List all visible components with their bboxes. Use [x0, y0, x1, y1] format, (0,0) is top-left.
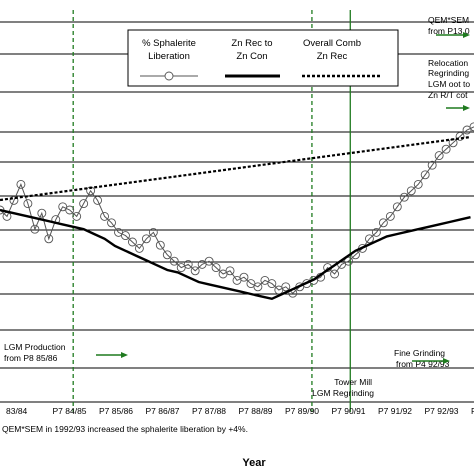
data-point	[420, 170, 430, 180]
annotation-text: LGM Regrinding	[312, 388, 374, 398]
data-point	[225, 266, 235, 276]
data-point	[281, 282, 291, 292]
data-point	[107, 218, 116, 228]
data-point	[155, 240, 165, 250]
annotation-text: Fine Grinding	[394, 348, 445, 358]
series-line-overall-comb-zn-rec	[0, 135, 471, 202]
data-point	[79, 199, 89, 209]
data-point	[253, 282, 263, 292]
annotation-text: LGM oot to	[428, 79, 470, 89]
data-point	[190, 266, 200, 276]
annotation-text: Zn R/T cot	[428, 90, 468, 100]
data-point	[127, 237, 137, 247]
data-point	[385, 211, 395, 221]
data-point	[23, 199, 33, 209]
data-point	[413, 179, 423, 189]
legend-label: Zn Rec to	[231, 38, 272, 49]
x-axis-title: Year	[242, 457, 266, 469]
annotation-text: Tower Mill	[334, 377, 372, 387]
data-point	[406, 186, 416, 196]
legend-label: Liberation	[148, 51, 190, 62]
data-point	[344, 256, 353, 266]
data-point	[267, 279, 277, 289]
legend-label: Overall Comb	[303, 38, 361, 49]
data-point	[44, 234, 54, 244]
data-point	[72, 211, 82, 221]
annotation-text: from P13 0	[428, 26, 470, 36]
data-point	[93, 195, 103, 205]
data-point	[392, 202, 402, 212]
data-point	[121, 231, 130, 241]
x-tick-label: P7 89/90	[285, 406, 319, 416]
data-point	[211, 263, 221, 273]
annotation-arrowhead	[463, 105, 470, 111]
annotation-arrowhead	[121, 352, 128, 358]
data-point	[330, 269, 340, 279]
annotation-text: Regrinding	[428, 68, 469, 78]
x-tick-label: P7 87/88	[192, 406, 226, 416]
annotation-text: from P4 92/93	[396, 359, 450, 369]
annotation-text: Relocation	[428, 58, 468, 68]
annotation-arrowhead	[443, 358, 450, 364]
data-point	[141, 234, 151, 244]
data-point	[37, 208, 47, 218]
data-point	[183, 259, 193, 269]
legend-label: Zn Rec	[317, 51, 348, 62]
legend: % Sphalerite Liberation Zn Rec to Zn Con Ove…	[127, 29, 399, 87]
x-tick-label: P7 86/87	[146, 406, 180, 416]
data-point	[148, 227, 158, 237]
x-tick-label: P7 92/93	[425, 406, 459, 416]
data-point	[169, 256, 179, 266]
data-point	[399, 192, 409, 202]
annotation-arrowhead	[463, 32, 470, 38]
data-point	[134, 243, 144, 253]
annotation-text: LGM Production	[4, 342, 66, 352]
data-point	[30, 224, 40, 234]
series-line-zn-rec-to-zn-con	[0, 208, 471, 301]
x-tick-label: P7 90/91	[332, 406, 366, 416]
data-point	[65, 205, 75, 215]
data-point	[364, 234, 374, 244]
x-tick-label: P7 93/94	[471, 406, 474, 416]
data-point	[441, 144, 451, 154]
series-line--sphalerite-liberation	[0, 126, 474, 294]
x-tick-label: 83/84	[6, 406, 28, 416]
footnote: QEM*SEM in 1992/93 increased the sphaler…	[2, 424, 248, 434]
data-point	[16, 179, 26, 189]
x-tick-label: P7 84/85	[53, 406, 87, 416]
annotation-text: from P8 85/86	[4, 353, 58, 363]
data-point	[100, 211, 110, 221]
x-tick-label: P7 85/86	[99, 406, 133, 416]
data-point	[434, 151, 444, 161]
data-point	[204, 256, 214, 266]
gridlines	[0, 21, 474, 403]
legend-label: % Sphalerite	[142, 38, 196, 49]
x-tick-label: P7 88/89	[239, 406, 273, 416]
data-point	[371, 227, 381, 237]
legend-swatch-circle	[164, 71, 174, 81]
x-tick-label: P7 91/92	[378, 406, 412, 416]
data-point	[469, 122, 474, 132]
legend-label: Zn Con	[236, 51, 267, 62]
data-point	[239, 272, 249, 282]
series-layer	[0, 122, 474, 301]
data-point	[9, 195, 19, 205]
data-point	[162, 250, 172, 260]
data-point	[427, 160, 437, 170]
data-point	[455, 131, 465, 141]
annotation-text: QEM*SEM	[428, 15, 469, 25]
data-point	[378, 218, 388, 228]
x-axis: 83/84 P7 84/85 P7 85/86 P7 86/87 P7 87/88 P7 …	[6, 406, 474, 416]
